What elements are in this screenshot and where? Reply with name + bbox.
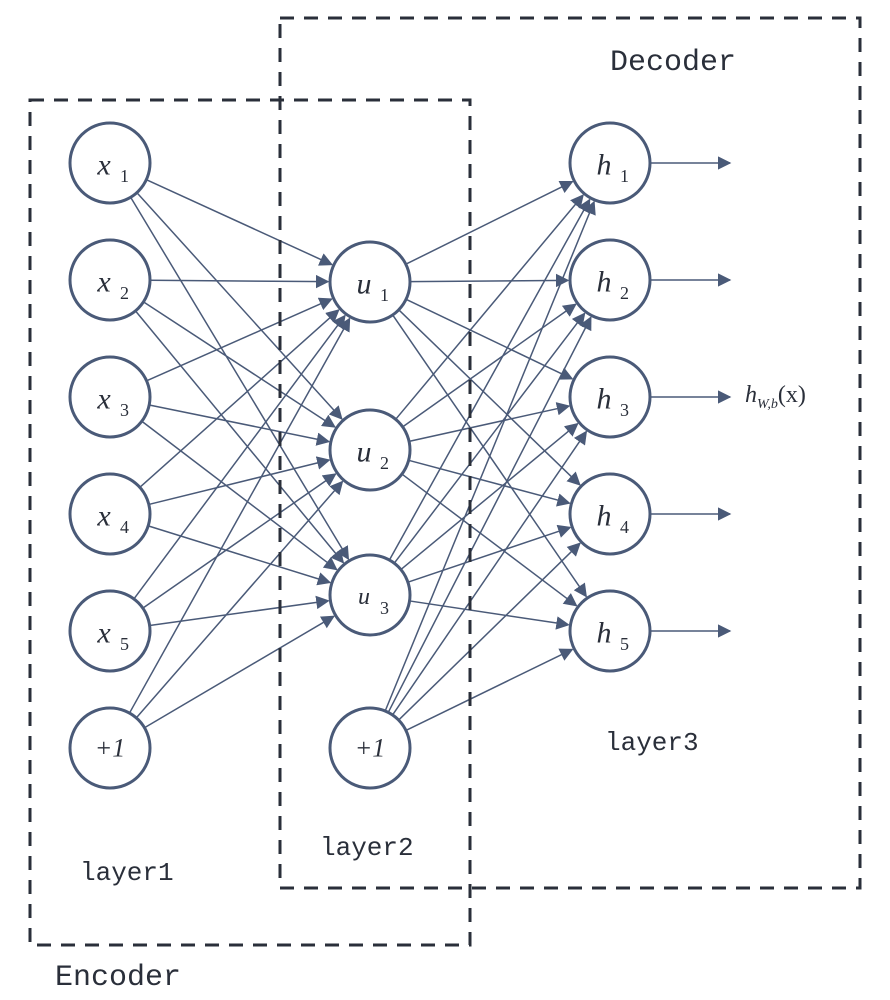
node-b2: +1 [330,708,410,788]
node-x5: x5 [70,591,150,671]
svg-text:3: 3 [120,400,129,420]
labels: layer1 layer2 layer3 Encoder Decoder hW,b(x) [55,46,806,995]
svg-text:3: 3 [620,400,629,420]
node-u1: u1 [330,242,410,322]
svg-text:1: 1 [620,166,629,186]
node-h1: h1 [570,123,650,203]
svg-text:h: h [597,500,612,533]
svg-text:5: 5 [620,634,629,654]
svg-text:4: 4 [120,517,129,537]
svg-text:+1: +1 [95,734,126,763]
svg-text:h: h [597,149,612,182]
node-x2: x2 [70,240,150,320]
node-x3: x3 [70,357,150,437]
nodes: x1x2x3x4x5+1u1u2u3+1h1h2h3h4h5 [70,123,650,788]
node-h2: h2 [570,240,650,320]
encoder-label: Encoder [55,961,181,995]
svg-text:4: 4 [620,517,629,537]
layer-label-1: layer1 [80,858,174,888]
svg-text:u: u [358,584,370,610]
svg-text:h: h [597,383,612,416]
svg-text:x: x [96,149,111,182]
node-x1: x1 [70,123,150,203]
node-b1: +1 [70,708,150,788]
svg-text:x: x [96,383,111,416]
svg-text:h: h [597,266,612,299]
node-h5: h5 [570,591,650,671]
node-u2: u2 [330,410,410,490]
node-x4: x4 [70,474,150,554]
node-h4: h4 [570,474,650,554]
svg-text:u: u [357,436,372,469]
svg-text:2: 2 [380,453,389,473]
decoder-label: Decoder [610,46,736,80]
boxes [30,18,860,945]
svg-text:+1: +1 [355,734,386,763]
svg-text:h: h [597,617,612,650]
autoencoder-diagram: x1x2x3x4x5+1u1u2u3+1h1h2h3h4h5layer1laye… [0,0,890,1000]
node-h3: h3 [570,357,650,437]
svg-text:3: 3 [380,598,389,618]
node-u3: u3 [330,555,410,635]
svg-text:1: 1 [380,285,389,305]
layer-label-2: layer2 [320,833,414,863]
output-function-label: hW,b(x) [745,382,806,412]
layer-label-3: layer3 [605,728,699,758]
svg-text:x: x [96,500,111,533]
svg-text:u: u [357,268,372,301]
svg-text:2: 2 [620,283,629,303]
svg-text:1: 1 [120,166,129,186]
svg-text:5: 5 [120,634,129,654]
svg-text:x: x [96,617,111,650]
svg-text:2: 2 [120,283,129,303]
svg-text:x: x [96,266,111,299]
